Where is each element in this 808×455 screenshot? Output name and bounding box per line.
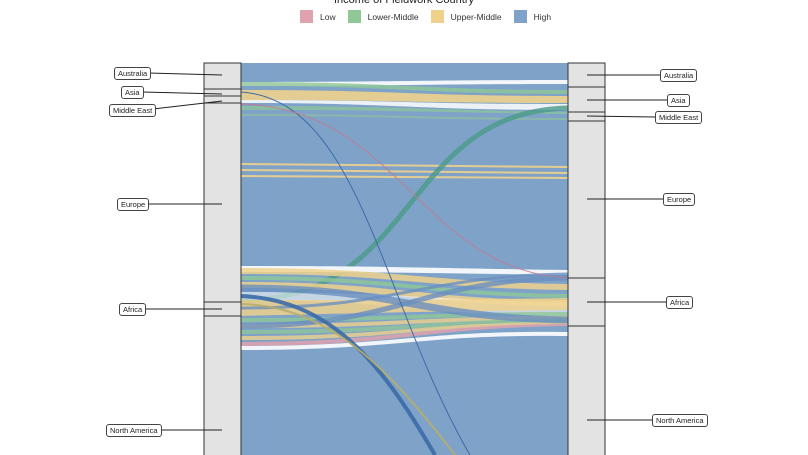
- right-label-australia: Australia: [660, 69, 698, 82]
- legend-swatch-low: [300, 10, 313, 23]
- legend-label-low: Low: [320, 11, 336, 22]
- legend-label-lower-middle: Lower-Middle: [367, 11, 419, 22]
- legend-title: Income of Fieldwork Country: [334, 0, 474, 6]
- left-label-asia: Asia: [121, 86, 144, 99]
- right-label-asia: Asia: [667, 94, 690, 107]
- legend-item-lower-middle: Lower-Middle: [347, 10, 419, 23]
- legend-label-high: High: [533, 11, 552, 22]
- legend-label-upper-middle: Upper-Middle: [450, 11, 502, 22]
- left-label-middle-east: Middle East: [109, 104, 157, 117]
- right-stratum-axis: [567, 62, 606, 455]
- legend-swatch-upper-middle: [430, 10, 444, 23]
- left-label-north-america: North America: [106, 424, 162, 437]
- right-label-europe: Europe: [663, 193, 696, 206]
- left-label-africa: Africa: [119, 303, 147, 316]
- left-stratum-axis: [203, 62, 242, 455]
- left-label-australia: Australia: [114, 67, 152, 80]
- legend-swatch-high: [513, 10, 527, 23]
- right-label-north-america: North America: [652, 414, 708, 427]
- legend-item-high: High: [513, 10, 552, 23]
- right-label-middle-east: Middle East: [655, 111, 703, 124]
- right-label-africa: Africa: [666, 296, 694, 309]
- legend-item-upper-middle: Upper-Middle: [430, 10, 502, 23]
- legend-swatch-lower-middle: [347, 10, 361, 23]
- flow-area: [241, 63, 568, 455]
- legend-item-low: Low: [300, 10, 336, 23]
- left-label-europe: Europe: [117, 198, 150, 211]
- legend: Low Lower-Middle Upper-Middle High: [300, 10, 563, 23]
